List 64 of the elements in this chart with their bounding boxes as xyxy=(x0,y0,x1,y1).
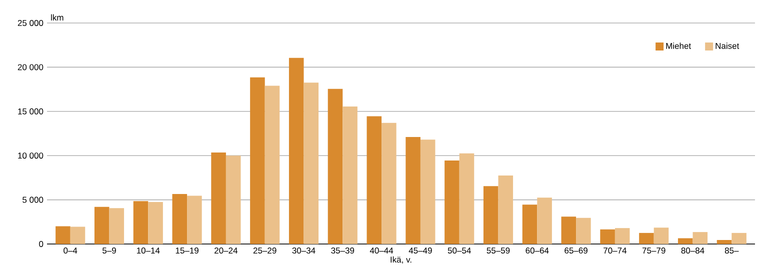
bar xyxy=(522,204,538,244)
x-tick-label: 5–9 xyxy=(102,248,116,254)
x-tick-label: 55–59 xyxy=(486,248,510,254)
y-tick-label: 15 000 xyxy=(18,108,44,114)
y-tick-label: 20 000 xyxy=(18,64,44,70)
x-tick-label: 85– xyxy=(724,248,739,254)
legend-label: Naiset xyxy=(716,42,740,49)
y-tick-label: 0 xyxy=(39,240,44,247)
x-tick-label: 25–29 xyxy=(253,248,276,254)
bar xyxy=(70,226,86,244)
bar xyxy=(600,229,615,244)
bar xyxy=(732,232,746,244)
x-tick-label: 45–49 xyxy=(408,248,432,254)
bar xyxy=(304,82,319,244)
x-tick-label: 60–64 xyxy=(526,248,549,254)
x-tick-label: 20–24 xyxy=(214,248,238,254)
bar xyxy=(614,228,630,244)
bar xyxy=(716,240,732,244)
bar xyxy=(692,232,708,244)
bar xyxy=(172,194,188,244)
bar xyxy=(561,216,576,244)
bar xyxy=(459,153,474,244)
bar xyxy=(498,175,514,244)
x-axis-title: Ikä, v. xyxy=(390,256,412,264)
y-tick-label: 10 000 xyxy=(18,152,44,159)
bar xyxy=(406,137,420,244)
x-tick-label: 0–4 xyxy=(64,248,78,254)
bar xyxy=(328,88,343,244)
bar xyxy=(639,232,654,244)
bar xyxy=(250,77,265,244)
bar xyxy=(483,186,498,244)
bar xyxy=(382,122,396,244)
bar xyxy=(654,228,669,244)
x-tick-label: 50–54 xyxy=(448,248,471,254)
x-tick-label: 30–34 xyxy=(292,248,316,254)
bar xyxy=(109,208,124,244)
bar xyxy=(288,58,304,244)
legend-label: Miehet xyxy=(666,42,692,49)
bar xyxy=(56,226,70,244)
bar xyxy=(264,86,280,244)
bar xyxy=(420,140,436,244)
bar xyxy=(94,206,110,244)
x-tick-label: 15–19 xyxy=(176,248,198,254)
x-tick-label: 75–79 xyxy=(642,248,666,254)
bar xyxy=(366,116,382,244)
x-tick-label: 35–39 xyxy=(331,248,354,254)
bar xyxy=(537,198,552,244)
bar xyxy=(211,152,226,244)
bar xyxy=(148,202,163,244)
y-tick-label: 25 000 xyxy=(18,20,44,26)
x-tick-label: 40–44 xyxy=(370,248,394,254)
y-axis-title: lkm xyxy=(51,14,64,20)
x-tick-label: 70–74 xyxy=(604,248,627,254)
bar xyxy=(342,106,358,244)
x-tick-label: 80–84 xyxy=(681,248,704,254)
bar xyxy=(678,238,693,244)
bar xyxy=(576,218,591,244)
x-tick-label: 65–69 xyxy=(564,248,588,254)
x-tick-label: 10–14 xyxy=(136,248,160,254)
bar xyxy=(226,156,241,244)
y-tick-label: 5 000 xyxy=(22,196,44,203)
bar xyxy=(444,160,460,244)
bar xyxy=(133,201,148,244)
bar xyxy=(187,196,202,244)
